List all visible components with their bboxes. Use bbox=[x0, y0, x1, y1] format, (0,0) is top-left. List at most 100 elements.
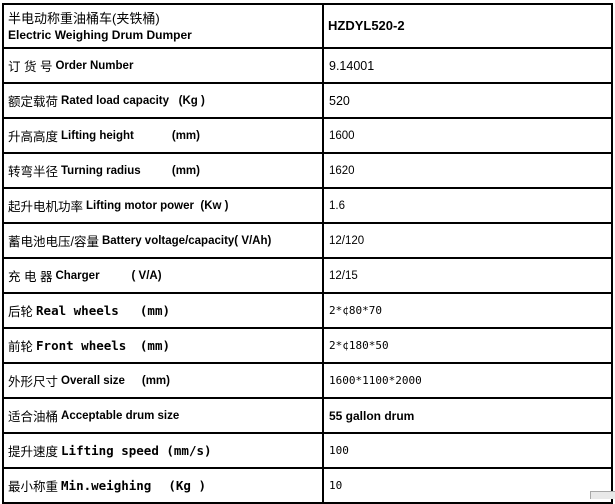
spec-label-zh: 额定载荷 bbox=[8, 95, 59, 109]
spec-label-en: Battery voltage/capacity( V/Ah) bbox=[101, 234, 272, 247]
product-title-en: Electric Weighing Drum Dumper bbox=[8, 27, 192, 42]
spec-label-zh: 最小称重 bbox=[8, 480, 59, 494]
spec-label: 前轮 Front wheels (mm) bbox=[8, 336, 318, 355]
spec-label: 最小称重 Min.weighing (Kg ) bbox=[8, 476, 318, 495]
spec-value-cell: 12/15 bbox=[322, 257, 613, 294]
spec-label-cell: 升高高度 Lifting height (mm) bbox=[2, 117, 324, 154]
spec-label-zh: 后轮 bbox=[8, 305, 34, 319]
spec-label-en: Rated load capacity (Kg ) bbox=[61, 94, 205, 107]
spec-label-en: Acceptable drum size bbox=[61, 409, 180, 422]
spec-value-cell: 520 bbox=[322, 82, 613, 119]
spec-value: 12/15 bbox=[329, 269, 358, 282]
table-row: 订 货 号 Order Number 9.14001 bbox=[2, 47, 613, 84]
spec-value-cell: 1600*1100*2000 bbox=[322, 362, 613, 399]
spec-label: 充 电 器 Charger ( V/A) bbox=[8, 266, 318, 285]
table-row: 转弯半径 Turning radius (mm) 1620 bbox=[2, 152, 613, 189]
spec-label: 起升电机功率 Lifting motor power (Kw ) bbox=[8, 196, 318, 215]
table-row: 后轮 Real wheels (mm) 2*¢80*70 bbox=[2, 292, 613, 329]
spec-value: 55 gallon drum bbox=[329, 408, 415, 423]
spec-label-cell: 适合油桶 Acceptable drum size bbox=[2, 397, 324, 434]
table-row: 提升速度 Lifting speed (mm/s) 100 bbox=[2, 432, 613, 469]
spec-value-cell: 1620 bbox=[322, 152, 613, 189]
spec-label-en: Lifting speed (mm/s) bbox=[61, 443, 212, 458]
scrollbar-handle[interactable] bbox=[590, 491, 615, 499]
spec-value: 2*¢80*70 bbox=[329, 304, 382, 317]
product-title-cell: 半电动称重油桶车(夹铁桶) Electric Weighing Drum Dum… bbox=[2, 3, 324, 49]
spec-label: 额定载荷 Rated load capacity (Kg ) bbox=[8, 91, 318, 110]
spec-value-cell: 1600 bbox=[322, 117, 613, 154]
spec-label-cell: 提升速度 Lifting speed (mm/s) bbox=[2, 432, 324, 469]
spec-label-cell: 转弯半径 Turning radius (mm) bbox=[2, 152, 324, 189]
table-row: 前轮 Front wheels (mm) 2*¢180*50 bbox=[2, 327, 613, 364]
spec-value-cell: 10 bbox=[322, 467, 613, 504]
spec-label-zh: 提升速度 bbox=[8, 445, 59, 459]
spec-value: 1620 bbox=[329, 164, 355, 177]
spec-label-en: Charger ( V/A) bbox=[55, 269, 162, 282]
spec-label-cell: 充 电 器 Charger ( V/A) bbox=[2, 257, 324, 294]
model-number-cell: HZDYL520-2 bbox=[322, 3, 613, 49]
table-row: 升高高度 Lifting height (mm) 1600 bbox=[2, 117, 613, 154]
spec-label-zh: 外形尺寸 bbox=[8, 375, 59, 389]
product-title-zh: 半电动称重油桶车(夹铁桶) bbox=[8, 10, 160, 26]
spec-label-zh: 蓄电池电压/容量 bbox=[8, 235, 99, 249]
spec-unit: (mm) bbox=[171, 164, 200, 177]
table-row: 适合油桶 Acceptable drum size 55 gallon drum bbox=[2, 397, 613, 434]
spec-label-cell: 订 货 号 Order Number bbox=[2, 47, 324, 84]
spec-unit: (mm) bbox=[141, 374, 170, 387]
spec-label-en: Lifting height bbox=[61, 129, 134, 142]
spec-label-en: Order Number bbox=[55, 59, 134, 72]
spec-value: 9.14001 bbox=[329, 58, 375, 73]
spec-label-en: Lifting motor power (Kw ) bbox=[86, 199, 229, 212]
spec-label-cell: 外形尺寸 Overall size (mm) bbox=[2, 362, 324, 399]
spec-label-cell: 蓄电池电压/容量 Battery voltage/capacity( V/Ah) bbox=[2, 222, 324, 259]
spec-label-zh: 起升电机功率 bbox=[8, 200, 84, 214]
spec-value: 1600 bbox=[329, 129, 355, 142]
spec-label-zh: 转弯半径 bbox=[8, 165, 59, 179]
table-row: 最小称重 Min.weighing (Kg ) 10 bbox=[2, 467, 613, 504]
spec-value-cell: 1.6 bbox=[322, 187, 613, 224]
spec-label: 升高高度 Lifting height (mm) bbox=[8, 126, 318, 145]
spec-label: 提升速度 Lifting speed (mm/s) bbox=[8, 441, 318, 460]
spec-label-zh: 充 电 器 bbox=[8, 270, 53, 284]
table-row: 外形尺寸 Overall size (mm) 1600*1100*2000 bbox=[2, 362, 613, 399]
spec-label-en: Overall size bbox=[61, 374, 125, 387]
spec-label-cell: 前轮 Front wheels (mm) bbox=[2, 327, 324, 364]
spec-value: 10 bbox=[329, 479, 343, 492]
spec-label: 蓄电池电压/容量 Battery voltage/capacity( V/Ah) bbox=[8, 231, 318, 250]
spec-unit: (mm) bbox=[171, 129, 200, 142]
spec-label-cell: 起升电机功率 Lifting motor power (Kw ) bbox=[2, 187, 324, 224]
spec-unit: (mm) bbox=[139, 303, 170, 318]
spec-label-en: Min.weighing bbox=[61, 478, 152, 493]
spec-label-zh: 适合油桶 bbox=[8, 410, 59, 424]
spec-label: 适合油桶 Acceptable drum size bbox=[8, 406, 318, 425]
spec-label: 转弯半径 Turning radius (mm) bbox=[8, 161, 318, 180]
spec-label-en: Front wheels bbox=[36, 338, 127, 353]
spec-value-cell: 9.14001 bbox=[322, 47, 613, 84]
spec-value-cell: 55 gallon drum bbox=[322, 397, 613, 434]
spec-unit: (mm) bbox=[139, 338, 170, 353]
spec-label-cell: 额定载荷 Rated load capacity (Kg ) bbox=[2, 82, 324, 119]
spec-label-zh: 订 货 号 bbox=[8, 60, 53, 74]
model-number: HZDYL520-2 bbox=[328, 18, 405, 33]
spec-label: 订 货 号 Order Number bbox=[8, 56, 318, 75]
spec-label-cell: 后轮 Real wheels (mm) bbox=[2, 292, 324, 329]
spec-value-cell: 2*¢180*50 bbox=[322, 327, 613, 364]
table-row: 蓄电池电压/容量 Battery voltage/capacity( V/Ah)… bbox=[2, 222, 613, 259]
spec-label-zh: 前轮 bbox=[8, 340, 34, 354]
spec-value: 1.6 bbox=[329, 199, 345, 212]
spec-label-en: Real wheels bbox=[36, 303, 119, 318]
spec-value-cell: 12/120 bbox=[322, 222, 613, 259]
spec-value: 1600*1100*2000 bbox=[329, 374, 422, 387]
table-row: 充 电 器 Charger ( V/A) 12/15 bbox=[2, 257, 613, 294]
spec-unit: (Kg ) bbox=[168, 478, 206, 493]
spec-label: 外形尺寸 Overall size (mm) bbox=[8, 371, 318, 390]
spec-table: 半电动称重油桶车(夹铁桶) Electric Weighing Drum Dum… bbox=[2, 3, 613, 504]
table-header-row: 半电动称重油桶车(夹铁桶) Electric Weighing Drum Dum… bbox=[2, 3, 613, 49]
spec-value-cell: 100 bbox=[322, 432, 613, 469]
spec-label-zh: 升高高度 bbox=[8, 130, 59, 144]
spec-label: 后轮 Real wheels (mm) bbox=[8, 301, 318, 320]
spec-value: 100 bbox=[329, 444, 349, 457]
spec-value-cell: 2*¢80*70 bbox=[322, 292, 613, 329]
spec-value: 2*¢180*50 bbox=[329, 339, 389, 352]
spec-value: 520 bbox=[329, 93, 350, 108]
